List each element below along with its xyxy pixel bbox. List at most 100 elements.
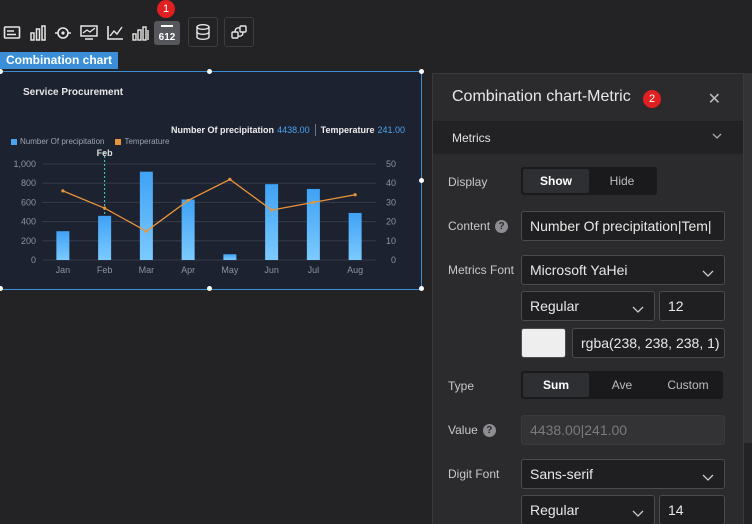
x-tick-label: Apr (181, 265, 195, 275)
type-custom-option[interactable]: Custom (667, 378, 709, 392)
value-label: Value? (448, 423, 496, 437)
resize-handle[interactable] (419, 69, 424, 74)
digit-font-label: Digit Font (448, 467, 500, 481)
y-left-tick-label: 600 (21, 197, 36, 207)
legend-item[interactable]: Number Of precipitation (11, 137, 104, 146)
x-tick-label: Jan (56, 265, 71, 275)
metric-value-1: 4438.00 (277, 125, 310, 135)
help-icon[interactable]: ? (482, 423, 496, 437)
resize-handle[interactable] (207, 69, 212, 74)
metrics-font-color-swatch[interactable] (521, 328, 566, 358)
resize-handle[interactable] (0, 69, 3, 74)
line-point (353, 193, 357, 197)
resize-handle[interactable] (419, 178, 424, 183)
interaction-button[interactable] (224, 17, 254, 47)
line-point (228, 177, 232, 181)
value-input: 4438.00|241.00 (521, 415, 725, 445)
close-icon[interactable]: ✕ (707, 91, 721, 108)
link-flow-icon (231, 25, 247, 39)
display-hide-option[interactable]: Hide (609, 174, 635, 188)
chevron-down-icon (712, 130, 722, 144)
select-value: Microsoft YaHei (530, 262, 628, 278)
chevron-down-icon (702, 469, 714, 485)
metrics-font-label: Metrics Font (448, 263, 515, 277)
chart-plot: 0 200 400 600 800 1,000 0 10 20 30 40 50 Feb Jan Feb Ma… (13, 148, 396, 275)
type-label: Type (448, 379, 475, 393)
y-left-tick-label: 200 (21, 236, 36, 246)
metric-label-2: Temperature (320, 125, 375, 135)
legend-label: Number Of precipitation (20, 137, 105, 146)
axis-chart-icon[interactable] (104, 18, 126, 48)
y-left-tick-label: 0 (31, 255, 36, 265)
metric-tool-button[interactable]: 612 (154, 21, 180, 45)
resize-handle[interactable] (0, 286, 3, 291)
digit-font-size-input[interactable]: 14 (659, 495, 725, 524)
digit-font-weight-select[interactable]: Regular (521, 495, 655, 524)
pie-target-icon[interactable] (52, 18, 74, 48)
metrics-font-color-input[interactable]: rgba(238, 238, 238, 1) (572, 328, 725, 358)
metric-divider (314, 124, 316, 136)
digit-font-family-select[interactable]: Sans-serif (521, 459, 725, 489)
data-source-button[interactable] (188, 17, 218, 47)
bar (306, 188, 320, 260)
section-title: Metrics (452, 131, 491, 145)
bar (56, 231, 70, 260)
x-tick-label: Feb (97, 265, 113, 275)
line-point (270, 208, 274, 212)
select-value: Regular (530, 298, 580, 314)
metric-value-2: 241.00 (377, 125, 405, 135)
type-ave-option[interactable]: Ave (611, 378, 633, 392)
metrics-font-size-input[interactable]: 12 (659, 291, 725, 321)
metric-label-1: Number Of precipitation (171, 125, 275, 135)
y-right-tick-label: 40 (386, 178, 396, 188)
chevron-down-icon (702, 265, 714, 281)
tooltip-label: Feb (97, 148, 114, 158)
chart-legend: Number Of precipitation Temperature (11, 137, 180, 146)
panel-scrollbar[interactable] (744, 73, 752, 443)
metrics-font-weight-select[interactable]: Regular (521, 291, 655, 321)
legend-swatch (11, 138, 17, 145)
y-left-tick-label: 400 (21, 217, 36, 227)
temperature-line (62, 178, 356, 232)
panel-title: Combination chart-Metric (452, 88, 631, 105)
step-badge-2: 2 (643, 90, 661, 108)
y-right-tick-label: 30 (386, 197, 396, 207)
content-input[interactable]: Number Of precipitation|Tem| (521, 211, 725, 241)
type-toggle: Sum Ave Custom (521, 371, 723, 399)
monitor-chart-icon[interactable] (78, 18, 100, 48)
bar (139, 171, 153, 260)
chevron-down-icon (632, 505, 644, 521)
type-sum-option[interactable]: Sum (523, 373, 589, 397)
bar (181, 199, 195, 260)
chevron-down-icon (632, 301, 644, 317)
resize-handle[interactable] (419, 286, 424, 291)
display-show-option[interactable]: Show (523, 169, 589, 193)
combination-chart[interactable]: Service Procurement Number Of precipitat… (0, 71, 422, 290)
y-left-tick-label: 800 (21, 178, 36, 188)
x-tick-label: May (221, 265, 239, 275)
line-point (186, 198, 190, 203)
line-point (103, 206, 107, 210)
bar (98, 215, 112, 260)
select-value: Regular (530, 502, 580, 518)
bar (265, 184, 279, 260)
resize-handle[interactable] (207, 286, 212, 291)
metric-summary: Number Of precipitation 4438.00 Temperat… (171, 124, 405, 136)
bar-chart-icon[interactable] (27, 18, 49, 48)
bar (348, 212, 362, 260)
select-value: Sans-serif (530, 466, 594, 482)
x-tick-label: Jul (308, 265, 320, 275)
x-tick-label: Aug (347, 265, 363, 275)
text-chart-icon[interactable] (1, 18, 23, 48)
stacked-bar-icon[interactable] (130, 18, 152, 48)
metrics-section-header[interactable]: Metrics (433, 121, 743, 154)
y-left-tick-label: 1,000 (13, 159, 36, 169)
line-point (144, 229, 148, 233)
legend-item[interactable]: Temperature (115, 137, 169, 146)
display-toggle: Show Hide (521, 167, 657, 195)
y-right-tick-label: 50 (386, 159, 396, 169)
metrics-font-family-select[interactable]: Microsoft YaHei (521, 255, 725, 285)
legend-swatch (115, 138, 122, 145)
line-point (311, 200, 315, 204)
help-icon[interactable]: ? (495, 219, 509, 233)
